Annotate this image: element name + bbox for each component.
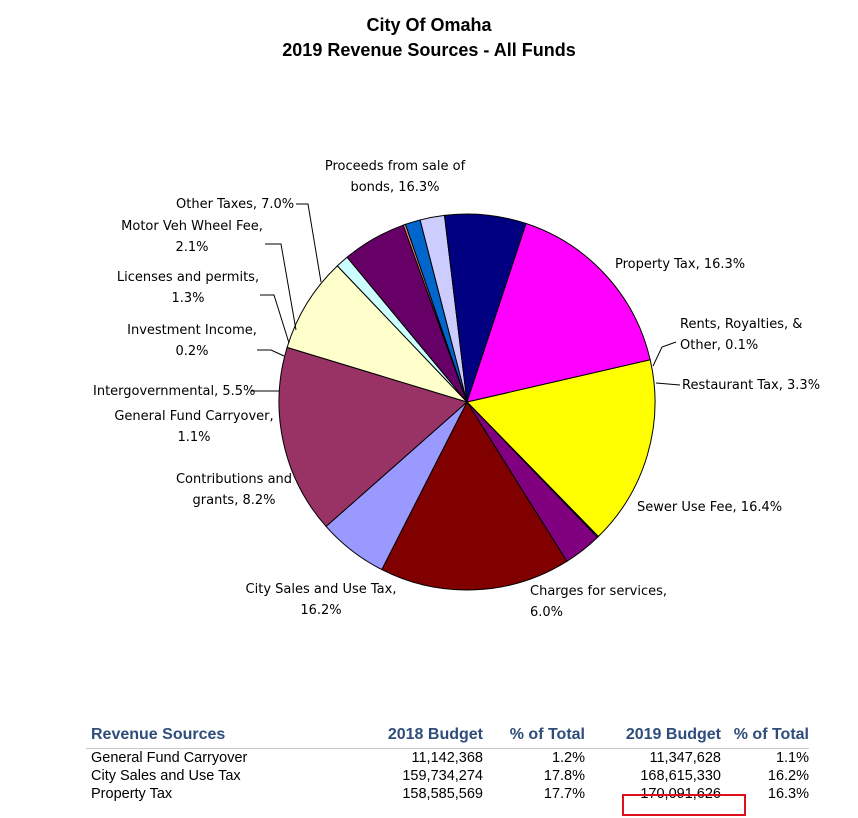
table-row: City Sales and Use Tax 159,734,274 17.8%… (86, 767, 809, 785)
header-2018-budget: 2018 Budget (373, 724, 483, 749)
slice-label: Charges for services, 6.0% (530, 584, 667, 620)
chart-subtitle: 2019 Revenue Sources - All Funds (282, 40, 576, 60)
slice-label: Rents, Royalties, & Other, 0.1% (680, 317, 802, 353)
table-header-row: Revenue Sources 2018 Budget % of Total 2… (86, 724, 809, 749)
header-2018-percent: % of Total (483, 724, 585, 749)
revenue-table: Revenue Sources 2018 Budget % of Total 2… (86, 724, 809, 803)
slice-label: Sewer Use Fee, 16.4% (637, 500, 782, 515)
slice-label: Intergovernmental, 5.5% (93, 384, 255, 399)
header-2019-percent: % of Total (721, 724, 809, 749)
header-2019-budget: 2019 Budget (585, 724, 721, 749)
row-source: City Sales and Use Tax (91, 768, 241, 784)
leader-line (296, 203, 322, 283)
highlight-box (622, 794, 746, 816)
leader-line (652, 341, 677, 367)
row-2019-percent: 1.1% (775, 750, 809, 766)
slice-label: Property Tax, 16.3% (615, 257, 745, 272)
leader-line (655, 382, 681, 386)
row-2018-percent: 17.7% (543, 786, 585, 802)
leader-line (265, 243, 297, 331)
row-2019-percent: 16.3% (767, 786, 809, 802)
row-2018-percent: 17.8% (543, 768, 585, 784)
slice-label: Motor Veh Wheel Fee, 2.1% (121, 219, 263, 255)
slice-label: Licenses and permits, 1.3% (117, 270, 259, 306)
pie-slice-sewer-use-fee (381, 400, 568, 591)
row-2018-percent: 1.2% (551, 750, 585, 766)
chart-title: City Of Omaha (366, 15, 492, 35)
leader-line (257, 349, 285, 357)
row-2018-budget: 159,734,274 (402, 768, 483, 784)
slice-label: Investment Income, 0.2% (127, 323, 257, 359)
row-2018-budget: 158,585,569 (402, 786, 483, 802)
pie-slice-contributions-and-grants (286, 265, 469, 404)
row-2019-budget: 168,615,330 (640, 768, 721, 784)
slice-label: Other Taxes, 7.0% (176, 197, 294, 212)
row-2019-budget: 11,347,628 (649, 750, 722, 766)
slice-label: Proceeds from sale of bonds, 16.3% (325, 159, 466, 195)
table-row: General Fund Carryover 11,142,368 1.2% 1… (86, 749, 809, 768)
slice-label: General Fund Carryover, 1.1% (114, 409, 273, 445)
row-source: General Fund Carryover (91, 750, 248, 766)
slice-label: City Sales and Use Tax, 16.2% (246, 582, 397, 618)
pie-chart: Property Tax, 16.3% Rents, Royalties, & Ot… (93, 159, 820, 620)
row-source: Property Tax (91, 786, 173, 802)
table-row: Property Tax 158,585,569 17.7% 170,091,6… (86, 785, 809, 803)
pie-slice-city-sales-and-use-tax (278, 346, 469, 528)
pie-slice-property-tax (466, 359, 656, 538)
row-2019-percent: 16.2% (767, 768, 809, 784)
slice-label: Restaurant Tax, 3.3% (682, 378, 820, 393)
header-revenue-sources: Revenue Sources (86, 724, 373, 749)
slice-label: Contributions and grants, 8.2% (176, 472, 292, 508)
row-2018-budget: 11,142,368 (411, 750, 484, 766)
leader-line (260, 294, 290, 344)
pie-slice-proceeds-from-sale-of-bonds (466, 222, 651, 403)
